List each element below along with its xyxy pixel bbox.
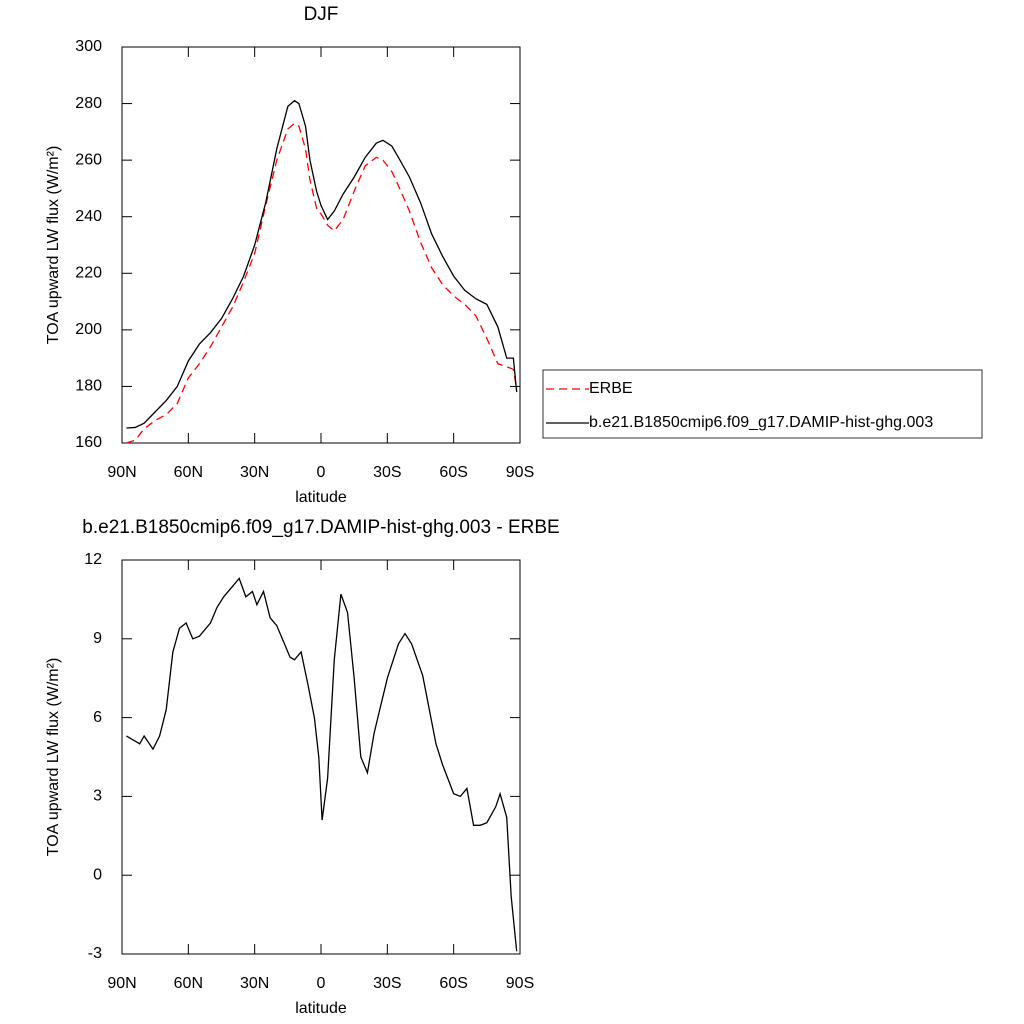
chart-title: b.e21.B1850cmip6.f09_g17.DAMIP-hist-ghg.… [82,517,559,538]
y-tick-label: -3 [88,945,102,962]
y-tick-label: 300 [75,38,102,55]
legend-label: b.e21.B1850cmip6.f09_g17.DAMIP-hist-ghg.… [589,414,933,431]
chart-title: DJF [304,4,339,25]
x-tick-label: 90S [506,464,534,481]
y-axis-label: TOA upward LW flux (W/m²) [45,146,62,345]
y-tick-label: 9 [93,630,102,647]
x-tick-label: 30S [373,464,401,481]
y-tick-label: 6 [93,709,102,726]
y-tick-label: 180 [75,378,102,395]
x-tick-label: 60S [439,975,467,992]
x-tick-label: 30S [373,975,401,992]
plot-frame [121,46,521,444]
x-axis-label: latitude [295,1000,347,1017]
y-tick-label: 240 [75,208,102,225]
y-tick-label: 0 [93,866,102,883]
y-axis-label: TOA upward LW flux (W/m²) [45,658,62,857]
x-tick-label: 90N [107,975,136,992]
plot-frame [121,559,521,955]
y-tick-label: 280 [75,95,102,112]
x-tick-label: 0 [317,464,326,481]
x-tick-label: 60N [174,464,203,481]
y-tick-label: 220 [75,265,102,282]
x-tick-label: 60S [439,464,467,481]
x-tick-label: 30N [240,464,269,481]
y-tick-label: 3 [93,788,102,805]
series-line [126,99,518,429]
series-line [126,122,518,444]
x-tick-label: 90N [107,464,136,481]
x-tick-label: 60N [174,975,203,992]
x-tick-label: 90S [506,975,534,992]
legend-box [542,369,983,439]
legend-label: ERBE [589,380,633,397]
series-line [126,577,518,952]
y-tick-label: 200 [75,321,102,338]
y-tick-label: 260 [75,151,102,168]
x-axis-label: latitude [295,489,347,506]
x-tick-label: 30N [240,975,269,992]
x-tick-label: 0 [317,975,326,992]
y-tick-label: 160 [75,434,102,451]
y-tick-label: 12 [84,551,102,568]
